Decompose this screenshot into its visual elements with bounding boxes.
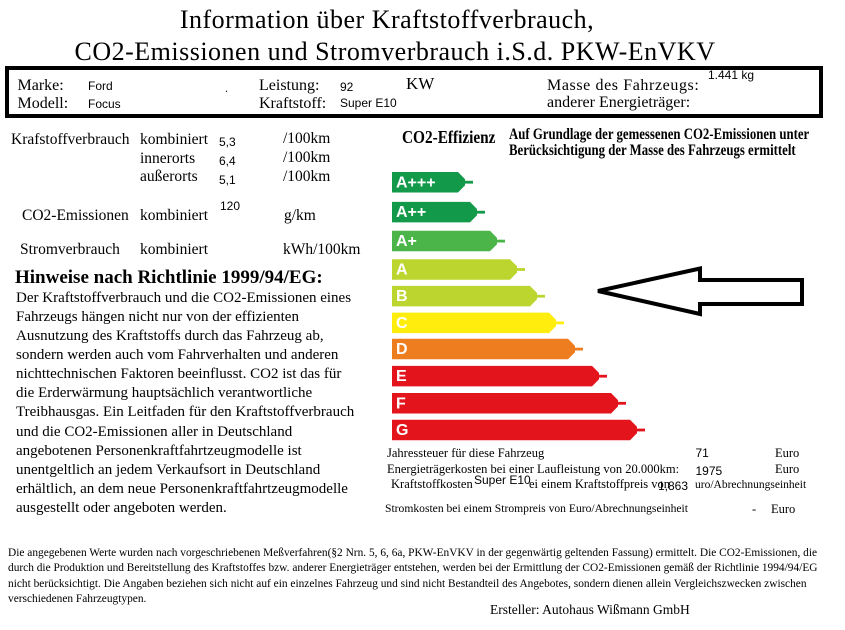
- svg-text:A: A: [396, 261, 408, 278]
- svg-text:A+++: A+++: [396, 174, 436, 191]
- svg-text:D: D: [396, 341, 408, 358]
- svg-text:G: G: [396, 422, 408, 439]
- svg-text:A+: A+: [396, 233, 417, 250]
- svg-text:C: C: [396, 315, 408, 332]
- svg-text:F: F: [396, 395, 406, 412]
- svg-text:E: E: [396, 368, 407, 385]
- svg-text:B: B: [396, 288, 408, 305]
- svg-text:A++: A++: [396, 204, 426, 221]
